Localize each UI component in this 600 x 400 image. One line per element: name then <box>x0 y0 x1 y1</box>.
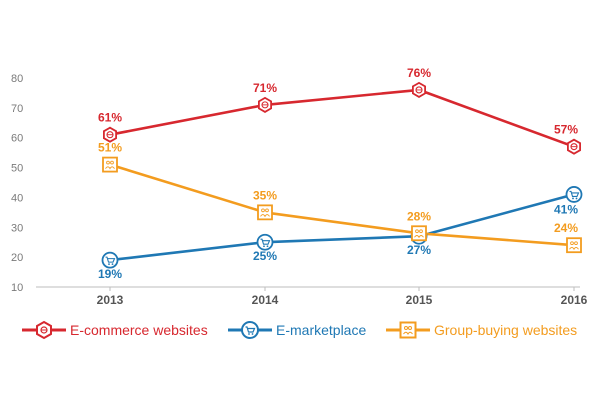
data-label: 27% <box>407 243 431 257</box>
web-globe-icon <box>22 320 66 340</box>
data-label: 19% <box>98 267 122 281</box>
legend-label-groupbuying: Group-buying websites <box>434 322 578 338</box>
series-line <box>108 193 576 262</box>
data-point-marker <box>411 225 427 242</box>
data-label: 41% <box>554 202 578 216</box>
y-tick-label: 20 <box>11 252 23 264</box>
data-point-marker <box>256 233 274 251</box>
y-tick-label: 30 <box>11 222 23 234</box>
legend-item-ecommerce: E-commerce websites <box>22 316 208 344</box>
data-label: 71% <box>253 81 277 95</box>
data-label: 28% <box>407 209 431 223</box>
legend-item-emarketplace: E-marketplace <box>228 316 366 344</box>
series-line <box>108 88 576 148</box>
x-tick-label: 2015 <box>406 293 433 307</box>
data-label: 61% <box>98 111 122 125</box>
data-label: 51% <box>98 141 122 155</box>
data-point-marker <box>101 251 119 269</box>
data-point-marker <box>257 96 273 113</box>
group-people-icon <box>386 321 430 339</box>
y-tick-label: 50 <box>11 163 23 175</box>
y-tick-label: 40 <box>11 192 23 204</box>
data-point-marker <box>257 204 273 221</box>
legend-label-ecommerce: E-commerce websites <box>70 322 208 338</box>
data-point-marker <box>411 81 427 98</box>
x-tick-label: 2013 <box>97 293 124 307</box>
y-tick-label: 70 <box>11 103 23 115</box>
shopping-cart-icon <box>228 321 272 339</box>
data-label: 57% <box>554 123 578 137</box>
series-line <box>108 163 576 247</box>
legend: E-commerce websites E-marketplace Group-… <box>0 316 600 344</box>
x-tick-label: 2014 <box>252 293 279 307</box>
y-tick-label: 60 <box>11 133 23 145</box>
data-point-marker <box>102 156 118 173</box>
data-label: 25% <box>253 249 277 263</box>
data-label: 35% <box>253 188 277 202</box>
x-tick-label: 2016 <box>561 293 588 307</box>
data-point-marker <box>567 138 581 155</box>
data-label: 76% <box>407 66 431 80</box>
data-point-marker <box>566 237 582 254</box>
legend-label-emarketplace: E-marketplace <box>276 322 367 338</box>
data-point-marker <box>565 186 583 203</box>
data-label: 24% <box>554 221 578 235</box>
legend-item-groupbuying: Group-buying websites <box>386 316 577 344</box>
y-tick-label: 80 <box>11 73 23 85</box>
data-point-marker <box>103 126 117 143</box>
y-tick-label: 10 <box>11 282 23 294</box>
